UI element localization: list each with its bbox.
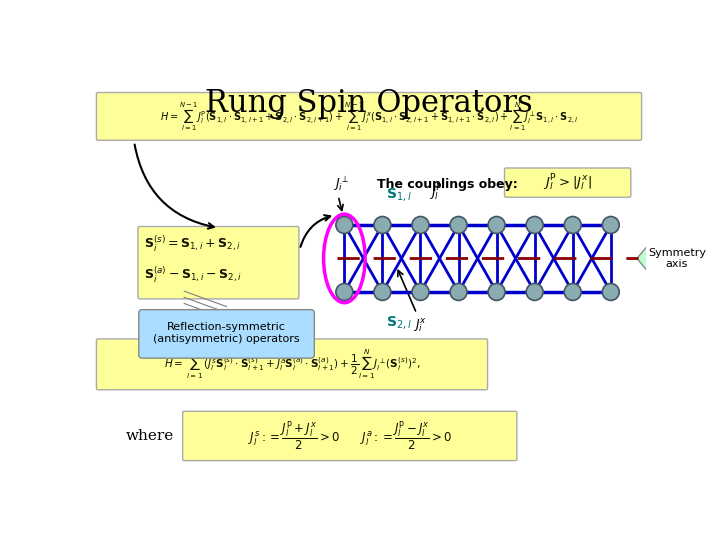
Circle shape bbox=[374, 284, 391, 300]
Text: $\mathbf{S}_i^{(a)}-\mathbf{S}_{1,i}-\mathbf{S}_{2,i}$: $\mathbf{S}_i^{(a)}-\mathbf{S}_{1,i}-\ma… bbox=[144, 265, 242, 285]
Circle shape bbox=[564, 284, 581, 300]
Circle shape bbox=[603, 284, 619, 300]
Circle shape bbox=[336, 217, 353, 233]
Circle shape bbox=[603, 217, 619, 233]
Text: $H=\sum_{l=1}^{N-1}(J_l^{s}\mathbf{S}_l^{(s)}\cdot\mathbf{S}_{l+1}^{(s)}+J_l^{a}: $H=\sum_{l=1}^{N-1}(J_l^{s}\mathbf{S}_l^… bbox=[163, 348, 420, 381]
Text: $\mathbf{S}_i^{(s)}=\mathbf{S}_{1,i}+\mathbf{S}_{2,i}$: $\mathbf{S}_i^{(s)}=\mathbf{S}_{1,i}+\ma… bbox=[144, 233, 241, 254]
FancyBboxPatch shape bbox=[139, 309, 315, 358]
Circle shape bbox=[336, 284, 353, 300]
Circle shape bbox=[526, 284, 543, 300]
FancyBboxPatch shape bbox=[96, 339, 487, 390]
FancyBboxPatch shape bbox=[96, 92, 642, 140]
Text: $J_i^{x}$: $J_i^{x}$ bbox=[413, 316, 427, 334]
FancyBboxPatch shape bbox=[505, 168, 631, 197]
Circle shape bbox=[488, 284, 505, 300]
Circle shape bbox=[450, 217, 467, 233]
Circle shape bbox=[488, 217, 505, 233]
Text: Rung Spin Operators: Rung Spin Operators bbox=[205, 88, 533, 119]
Text: $J_l^{s}:=\dfrac{J_l^{\rm P}+J_l^{x}}{2}>0$$\quad\quad J_l^{a}:=\dfrac{J_l^{\rm : $J_l^{s}:=\dfrac{J_l^{\rm P}+J_l^{x}}{2}… bbox=[248, 420, 452, 453]
Circle shape bbox=[564, 217, 581, 233]
Text: $J_l^{\rm P}>|J_l^{x}|$: $J_l^{\rm P}>|J_l^{x}|$ bbox=[543, 172, 592, 193]
Text: $J_i^{\perp}$: $J_i^{\perp}$ bbox=[333, 174, 348, 193]
FancyBboxPatch shape bbox=[183, 411, 517, 461]
Circle shape bbox=[374, 217, 391, 233]
Text: $\mathbf{S}_{1,l}$: $\mathbf{S}_{1,l}$ bbox=[386, 186, 413, 204]
Text: where: where bbox=[125, 429, 174, 443]
Text: Reflection-symmetric
(antisymmetric) operators: Reflection-symmetric (antisymmetric) ope… bbox=[153, 322, 300, 343]
Text: $J_l^{\rm P}$: $J_l^{\rm P}$ bbox=[428, 183, 442, 204]
Circle shape bbox=[412, 217, 429, 233]
Circle shape bbox=[412, 284, 429, 300]
Text: $\mathbf{S}_{2,l}$: $\mathbf{S}_{2,l}$ bbox=[386, 314, 413, 330]
Polygon shape bbox=[637, 235, 656, 281]
Text: $H=\sum_{l=1}^{N-1}J_l^{\rm P}(\mathbf{S}_{1,l}\cdot\mathbf{S}_{1,l+1}+\mathbf{S: $H=\sum_{l=1}^{N-1}J_l^{\rm P}(\mathbf{S… bbox=[160, 100, 578, 133]
FancyBboxPatch shape bbox=[138, 226, 299, 299]
FancyBboxPatch shape bbox=[650, 229, 705, 288]
Circle shape bbox=[526, 217, 543, 233]
Text: The couplings obey:: The couplings obey: bbox=[377, 178, 518, 191]
Circle shape bbox=[450, 284, 467, 300]
Text: Symmetry
axis: Symmetry axis bbox=[648, 248, 706, 269]
